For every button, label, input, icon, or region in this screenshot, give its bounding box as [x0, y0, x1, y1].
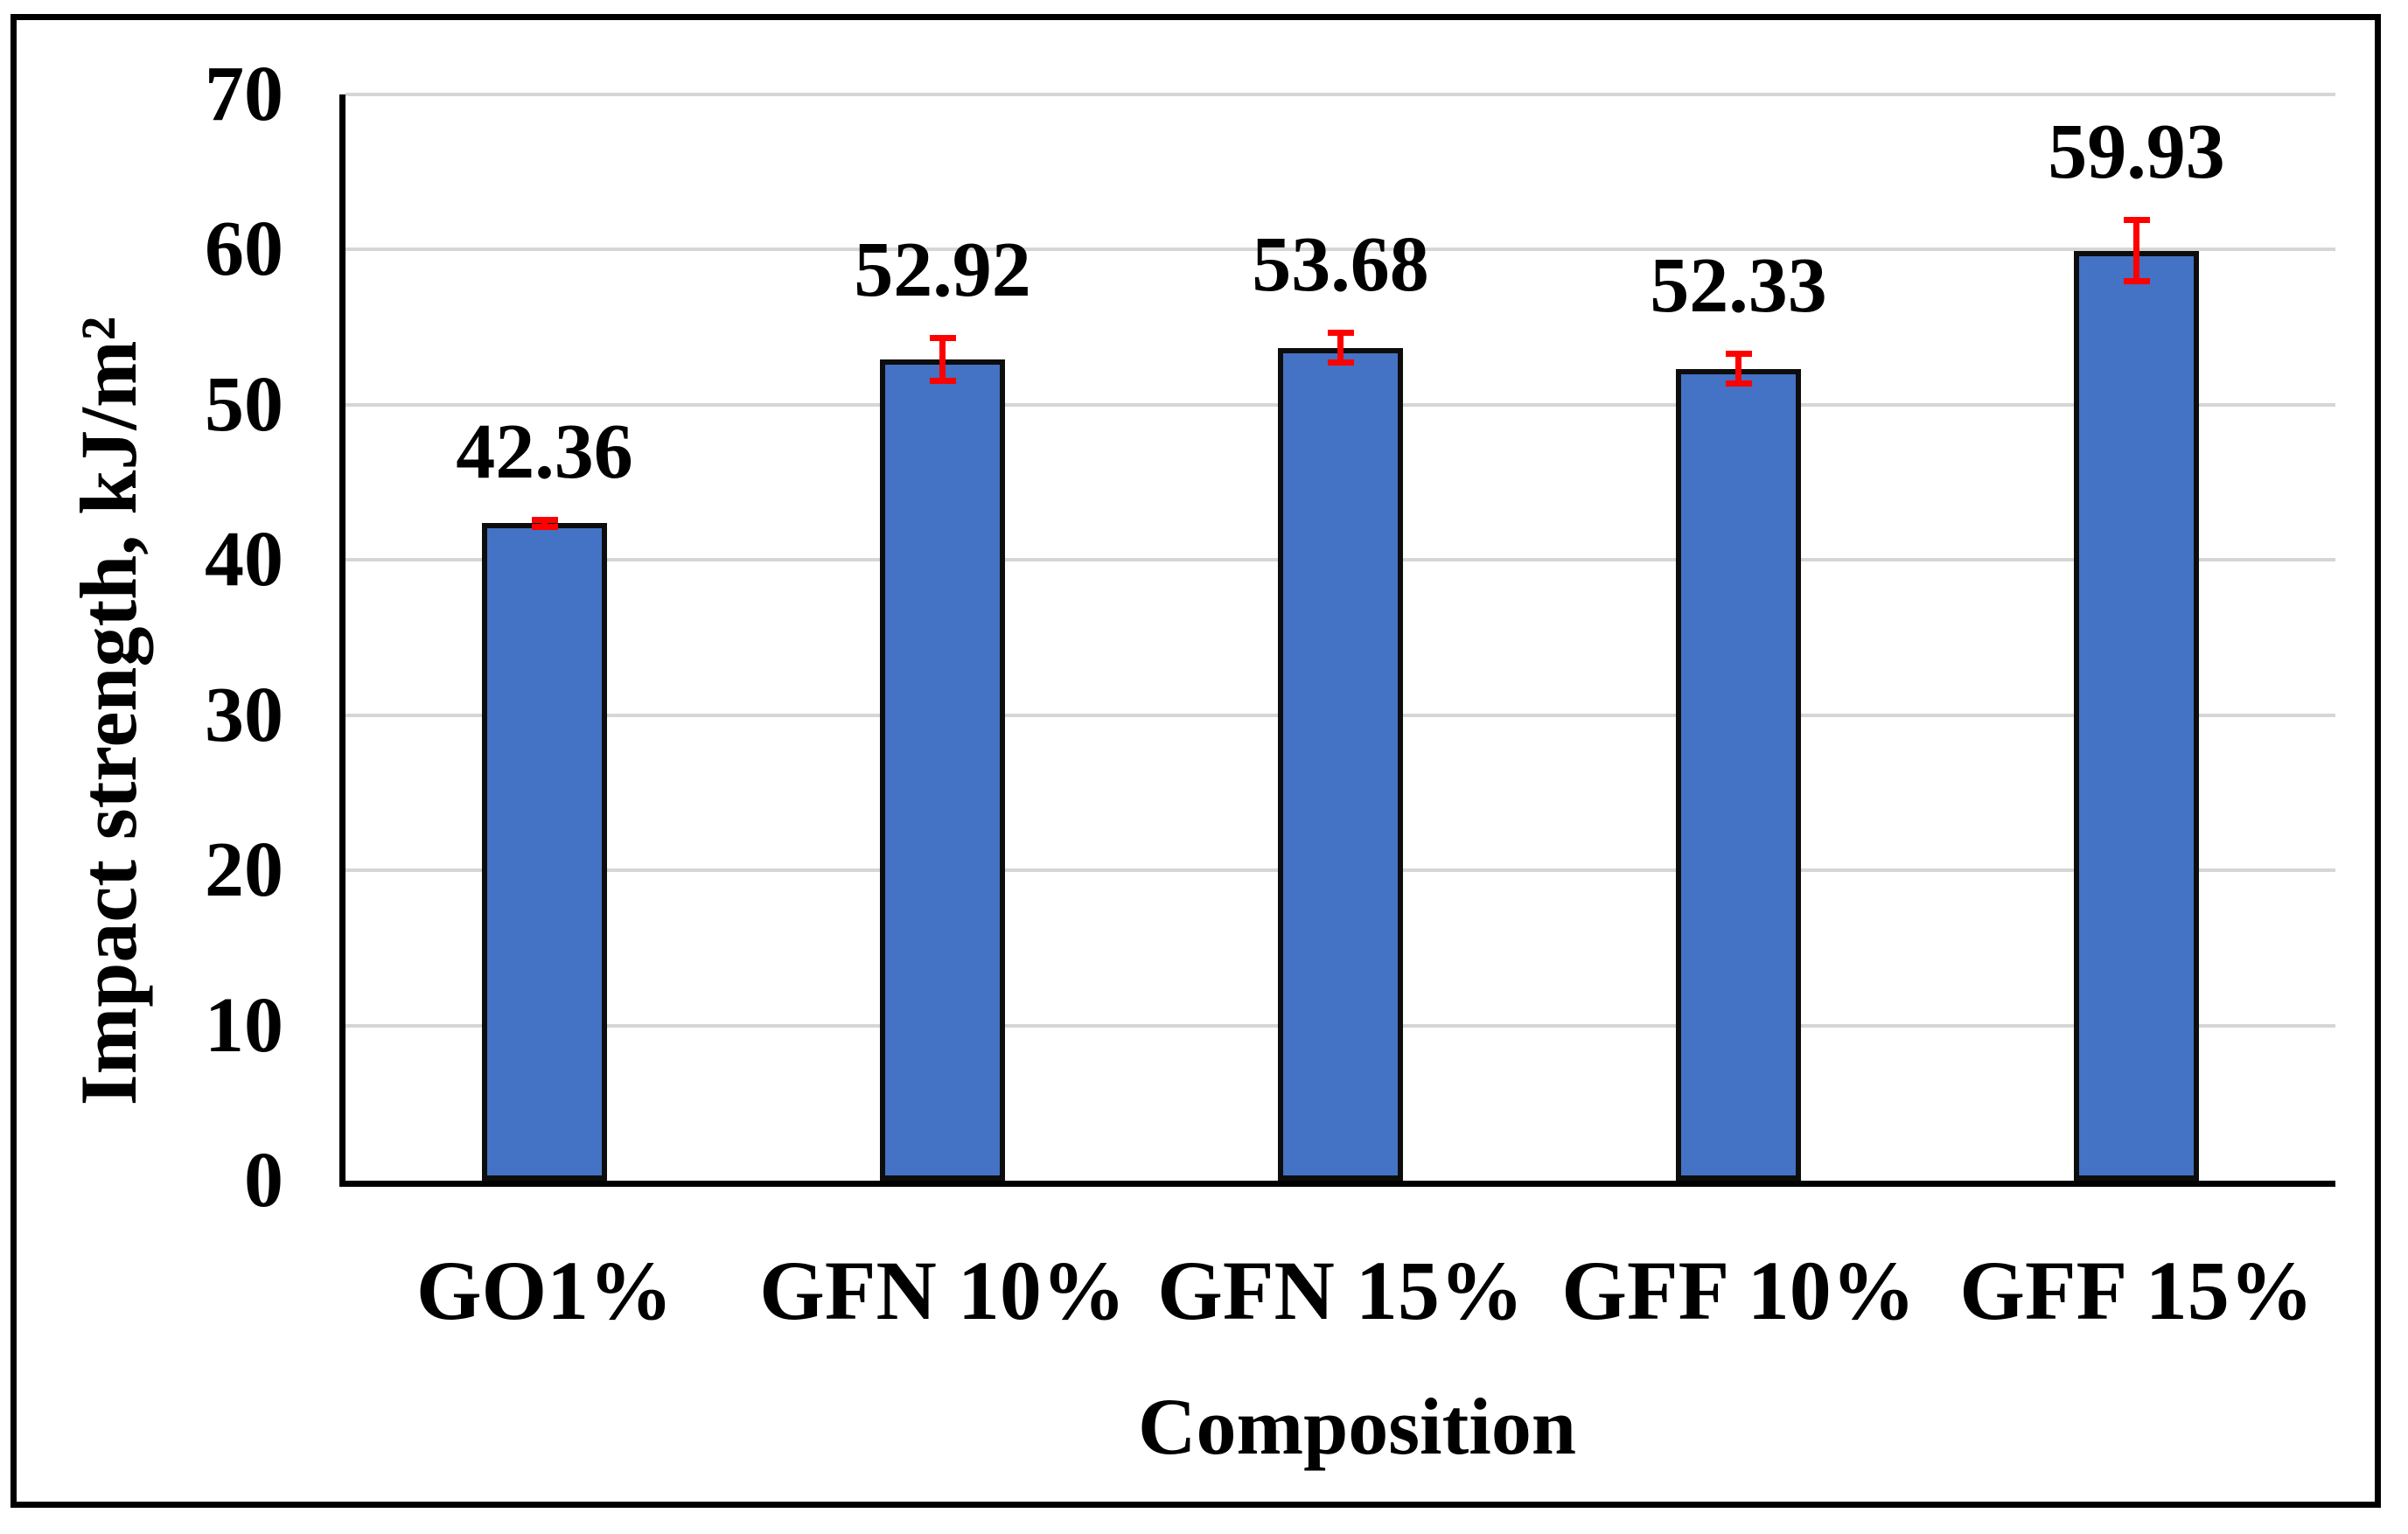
h-gridline: [345, 93, 2335, 96]
h-gridline: [345, 248, 2335, 252]
error-bar-cap-bottom: [2123, 278, 2150, 285]
y-tick-label: 20: [205, 826, 283, 914]
error-bar-cap-top: [1725, 350, 1752, 357]
bar: [1278, 347, 1403, 1181]
bar: [482, 523, 607, 1181]
error-bar-cap-bottom: [929, 377, 956, 384]
error-bar-cap-bottom: [531, 523, 558, 530]
error-bar-cap-top: [929, 335, 956, 342]
error-bar-cap-top: [1327, 329, 1354, 336]
error-bar-cap-bottom: [1725, 380, 1752, 387]
y-tick-label: 40: [205, 516, 283, 603]
y-tick-label: 70: [205, 51, 283, 137]
x-category-label: GFN 15%: [1157, 1244, 1524, 1337]
y-tick-label: 60: [205, 206, 283, 293]
y-axis-line: [339, 94, 345, 1187]
y-tick-label: 30: [205, 671, 283, 758]
error-bar-line: [1337, 331, 1344, 364]
error-bar-cap-bottom: [1327, 359, 1354, 366]
bar-value-label: 52.92: [854, 227, 1031, 314]
bar: [1676, 368, 1801, 1181]
bar: [2074, 250, 2199, 1181]
y-tick-label: 0: [244, 1137, 283, 1224]
chart-outer-frame: Impact strength, kJ/m² Composition 0 10 20…: [10, 14, 2381, 1508]
x-category-label: GFN 10%: [759, 1244, 1126, 1337]
x-category-label: GFF 15%: [1959, 1244, 2314, 1337]
x-category-label: GO1%: [415, 1244, 674, 1337]
bar-value-label: 42.36: [456, 408, 633, 495]
error-bar-line: [2133, 220, 2139, 282]
bar-value-label: 53.68: [1252, 220, 1429, 308]
error-bar-line: [541, 519, 548, 527]
error-bar-line: [1735, 352, 1741, 385]
y-tick-label: 10: [205, 981, 283, 1069]
bar-value-label: 52.33: [1650, 241, 1827, 329]
x-category-label: GFF 10%: [1561, 1244, 1916, 1337]
x-axis-title: Composition: [1138, 1382, 1576, 1471]
error-bar-cap-top: [2123, 217, 2150, 224]
bar-value-label: 59.93: [2048, 108, 2225, 196]
error-bar-line: [939, 338, 946, 381]
bar: [880, 359, 1005, 1181]
error-bar-cap-top: [531, 516, 558, 523]
x-axis-line: [339, 1181, 2335, 1187]
y-tick-label: 50: [205, 360, 283, 448]
